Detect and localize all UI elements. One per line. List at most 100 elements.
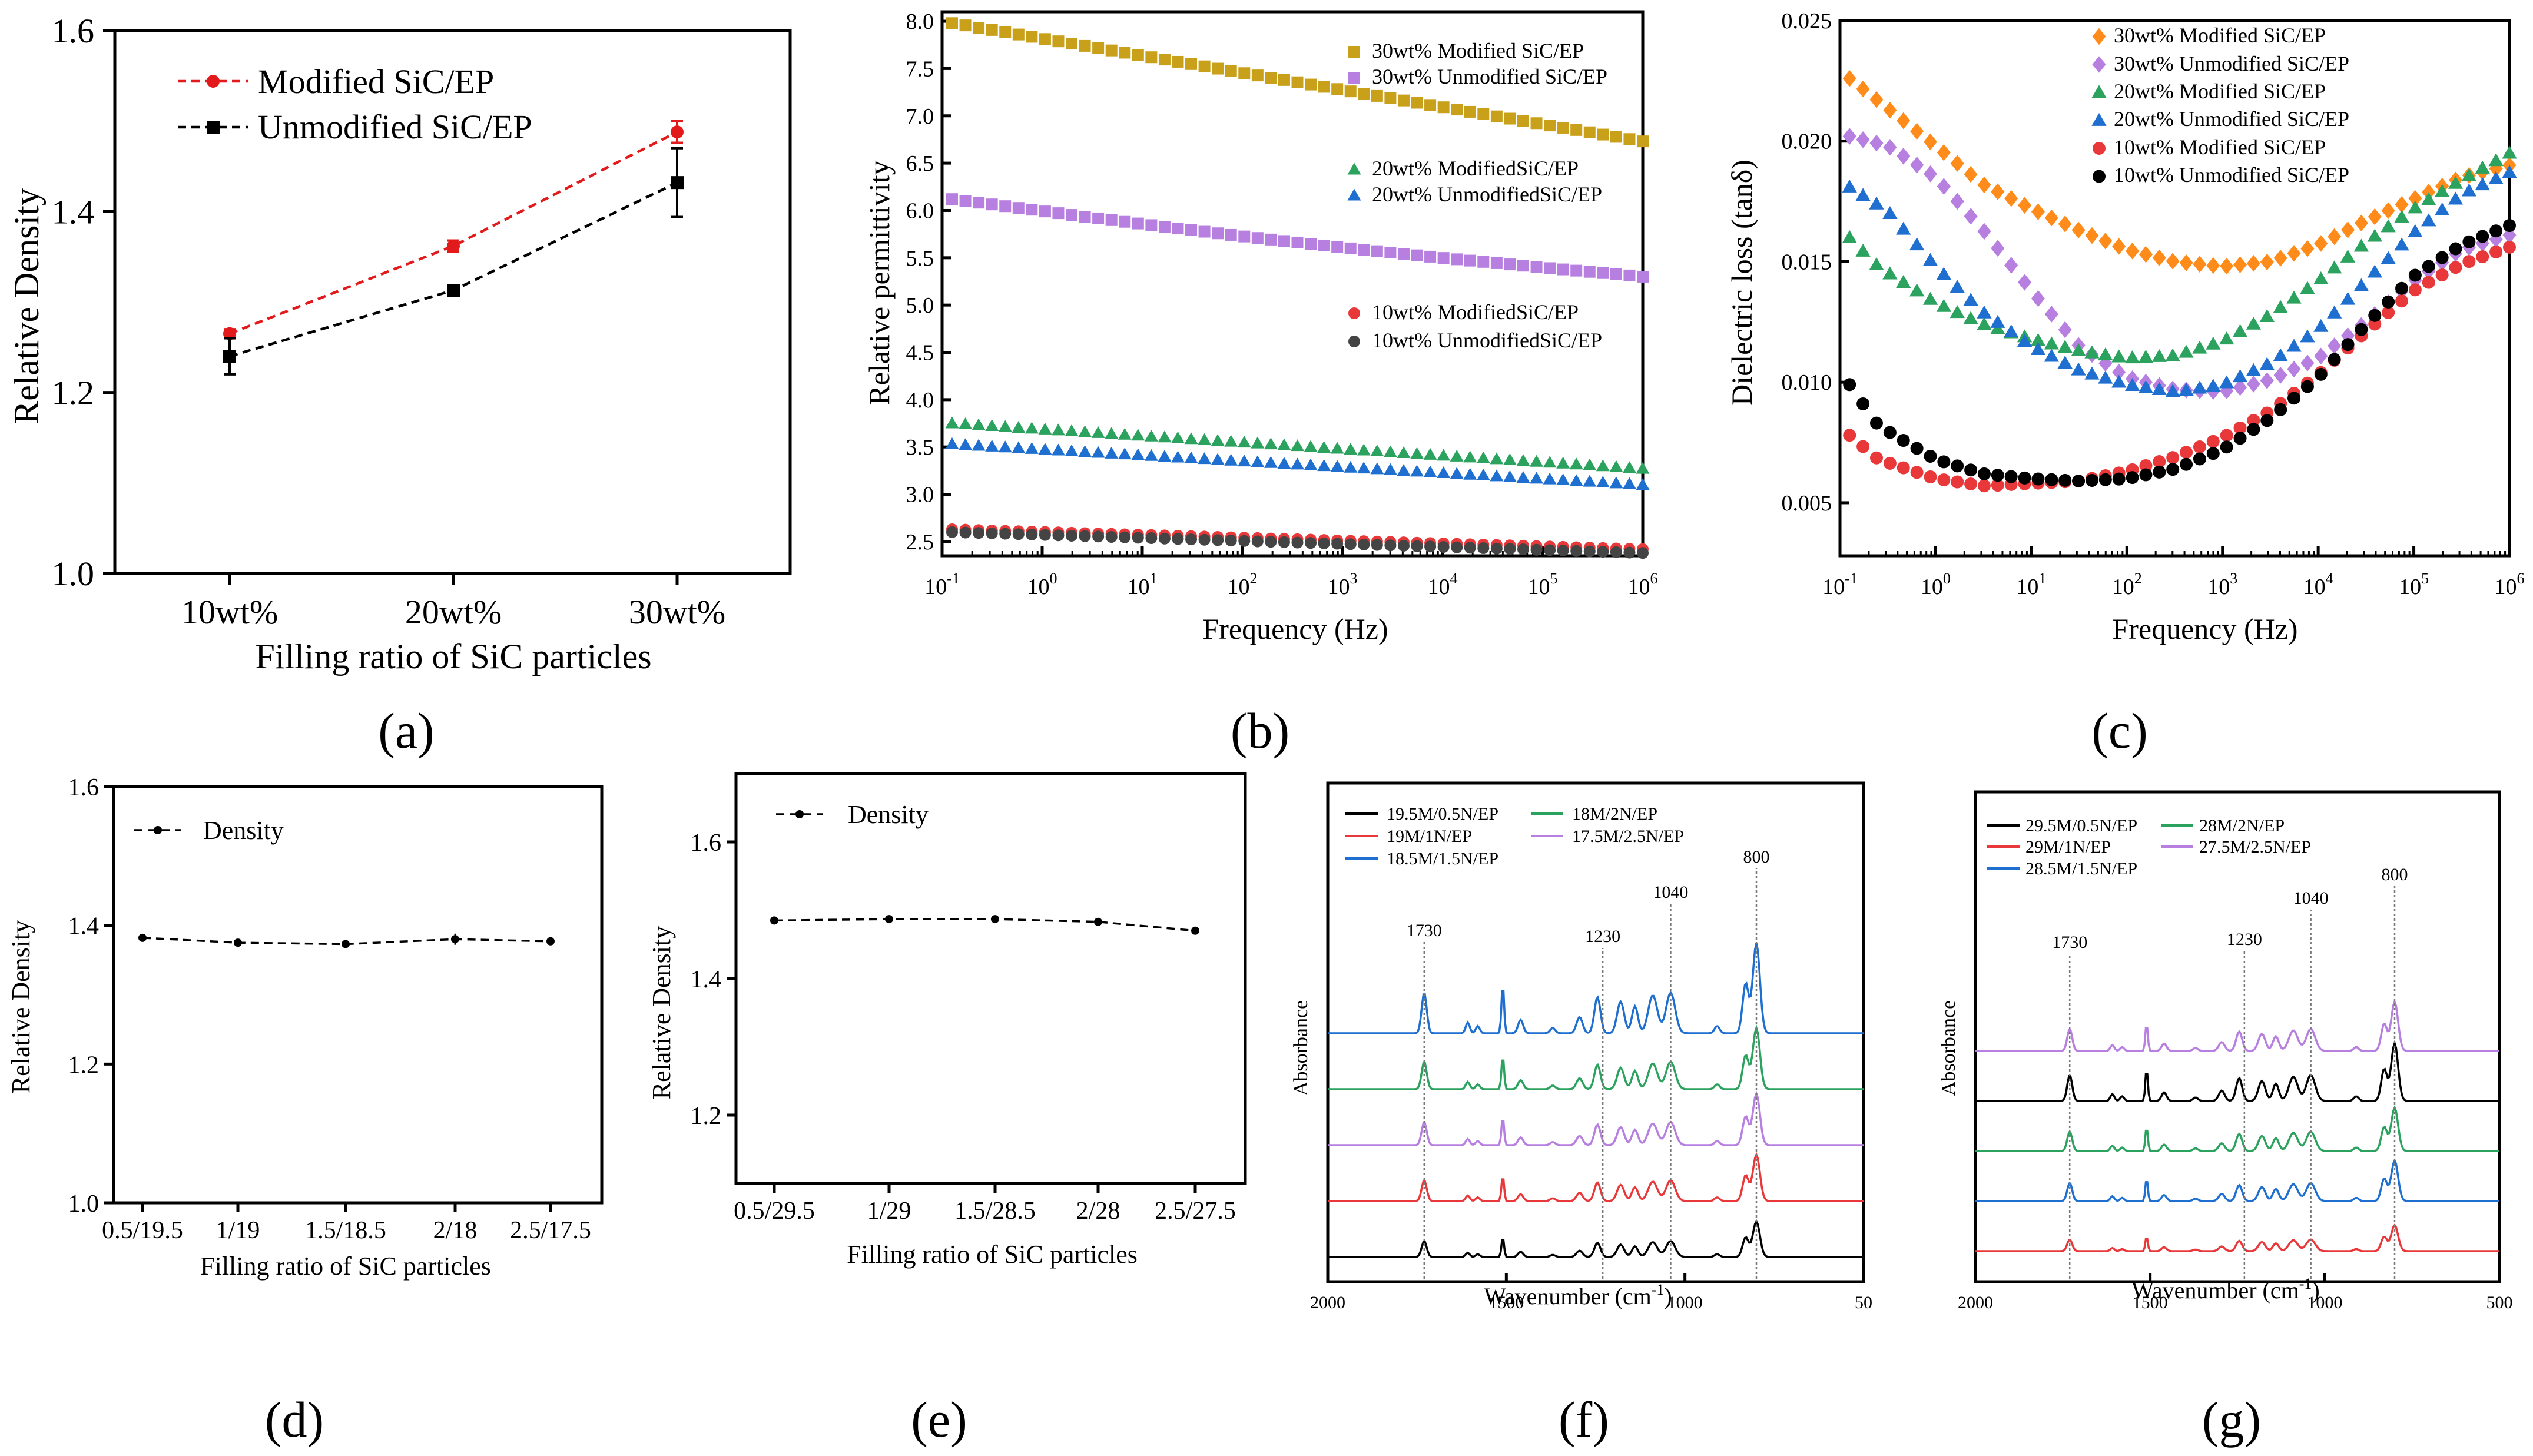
panel-c-series-0-point [2085, 227, 2099, 244]
panel-c-series-1-point [1950, 193, 1964, 210]
panel-b-series-2-point [1556, 456, 1570, 469]
panel-c-series-3-point [2084, 366, 2100, 380]
panel-b-ytick-label: 3.5 [906, 435, 934, 460]
panel-b-series-3-point [985, 439, 999, 452]
panel-g-peak-label: 1040 [2293, 888, 2329, 908]
panel-g-ylabel: Absorbance [1938, 1000, 1960, 1096]
panel-b-series-0-point [1225, 65, 1237, 77]
panel-b-series-3-point [1370, 462, 1384, 475]
panel-c-series-1-point [1869, 134, 1884, 152]
panel-c-series-5-point [2503, 219, 2516, 233]
panel-d-xtick-label: 2.5/17.5 [510, 1217, 591, 1244]
panel-b-series-2-point [1105, 427, 1119, 439]
panel-c-xtick-label: 100 [1921, 570, 1951, 599]
panel-b-series-3-point [1636, 477, 1650, 490]
panel-label-g: (g) [2202, 1391, 2261, 1448]
panel-a-ylabel: Relative Density [7, 188, 46, 424]
panel-b-series-5-point [1291, 536, 1304, 549]
panel-g-spectrum-0 [1975, 1040, 2499, 1102]
panel-b-series-3-point [1144, 449, 1158, 461]
panel-c-xtick-base: 10 [2207, 575, 2230, 599]
panel-c-ytick-label: 0.025 [1782, 9, 1832, 34]
panel-c-series-1-point [2328, 337, 2342, 354]
panel-c-series-2-point [2394, 210, 2409, 223]
panel-c-series-2-point [2461, 168, 2477, 181]
panel-c-series-2-point [2084, 345, 2100, 359]
panel-c-series-4-point [1977, 479, 1991, 493]
panel-a-xlabel: Filling ratio of SiC particles [255, 637, 651, 676]
panel-c-xtick-label: 103 [2207, 570, 2237, 599]
panel-b-series-0-point [1477, 108, 1490, 120]
panel-c-series-3-point [2165, 384, 2180, 397]
panel-e-ytick-label: 1.2 [691, 1103, 722, 1130]
panel-a-series-1-point [447, 284, 460, 297]
panel-g-legend-2: 28.5M/1.5N/EP [2025, 859, 2137, 878]
panel-c-series-5-point [2098, 473, 2112, 486]
panel-c-series-5-point [2206, 447, 2220, 460]
panel-c-series-5-point [2328, 353, 2341, 366]
panel-c-series-4-point [1869, 451, 1883, 465]
panel-b-series-0-point [999, 26, 1012, 38]
panel-c-series-2-point [2381, 219, 2396, 233]
panel-c-series-2-point [2232, 324, 2248, 337]
panel-b-series-0-point [1119, 47, 1131, 59]
panel-b-series-3-point [1583, 475, 1597, 487]
panel-b-series-0-point [1132, 49, 1144, 61]
panel-c-series-5-point [1883, 426, 1897, 439]
panel-c-series-1-point [1937, 178, 1951, 195]
panel-b-series-3-point [1304, 458, 1318, 470]
panel-e-series-line [774, 918, 1196, 932]
panel-d-xlabel: Filling ratio of SiC particles [200, 1252, 491, 1281]
panel-e-point [1094, 917, 1102, 926]
panel-b-series-1-point [1544, 262, 1556, 274]
panel-b-series-2-point [1503, 453, 1517, 465]
panel-a-xtick-label: 10wt% [181, 593, 278, 631]
panel-b-series-1-point [1384, 247, 1397, 259]
panel-b-series-5-point [1530, 543, 1543, 556]
panel-b-series-2-point [1198, 433, 1212, 445]
panel-b-series-5-point [1238, 535, 1251, 547]
panel-c-series-4-point [1937, 473, 1951, 487]
panel-b-xtick-exponent: 6 [1650, 570, 1658, 587]
panel-b-series-5-point [1437, 540, 1450, 553]
panel-b-series-5-point [1012, 528, 1025, 540]
panel-label-d: (d) [265, 1391, 324, 1448]
panel-b-series-5-point [1052, 529, 1065, 542]
panel-b-series-3-point [1277, 457, 1291, 469]
panel-c-series-2-point [2206, 336, 2221, 350]
panel-b-series-0-point [1052, 35, 1065, 48]
panel-b-series-3-point [1211, 453, 1225, 465]
panel-b-series-2-point [1357, 443, 1371, 456]
panel-b-xtick-base: 10 [1128, 575, 1150, 599]
panel-b-series-1-point [1597, 267, 1609, 279]
panel-b-series-1-point [1092, 212, 1105, 224]
panel-b-series-2-point [1304, 440, 1318, 452]
panel-c-series-5-point [2300, 380, 2314, 393]
panel-c-series-0-point [2044, 209, 2058, 227]
panel-c-series-3-point [1990, 314, 2005, 328]
panel-c-series-5-point [1991, 469, 2004, 482]
panel-b-legend-5-marker [1348, 336, 1360, 347]
panel-c-series-3-point [2192, 380, 2207, 394]
panel-c-series-0-point [2098, 232, 2113, 250]
panel-g-xlabel-tail: ) [2312, 1277, 2319, 1304]
panel-c-series-5-point [2368, 309, 2382, 322]
panel-b-series-1-point [1251, 232, 1264, 244]
panel-b-series-3-point [1397, 464, 1411, 476]
panel-b-frame [940, 10, 1645, 558]
panel-b-series-1-point [946, 193, 958, 205]
panel-b-series-1-point [1610, 268, 1622, 280]
panel-g-peak-label: 1730 [2052, 933, 2087, 952]
panel-b-legend-1: 30wt% Unmodified SiC/EP [1372, 65, 1607, 88]
panel-e-xtick-label: 0.5/29.5 [734, 1198, 815, 1225]
panel-c-series-4-point [2435, 268, 2449, 281]
panel-c-series-5-point [1843, 378, 1856, 392]
panel-b-series-1-point [1371, 245, 1383, 257]
panel-b-series-5-point [1610, 546, 1622, 558]
panel-c-xtick-base: 10 [2495, 575, 2517, 599]
panel-b-series-1-point [1623, 269, 1636, 281]
panel-c-xtick-base: 10 [1921, 575, 1943, 599]
panel-b-series-0-point [1610, 131, 1622, 143]
panel-b-series-3-point [1158, 450, 1172, 462]
panel-b-series-1-point [1451, 253, 1463, 266]
